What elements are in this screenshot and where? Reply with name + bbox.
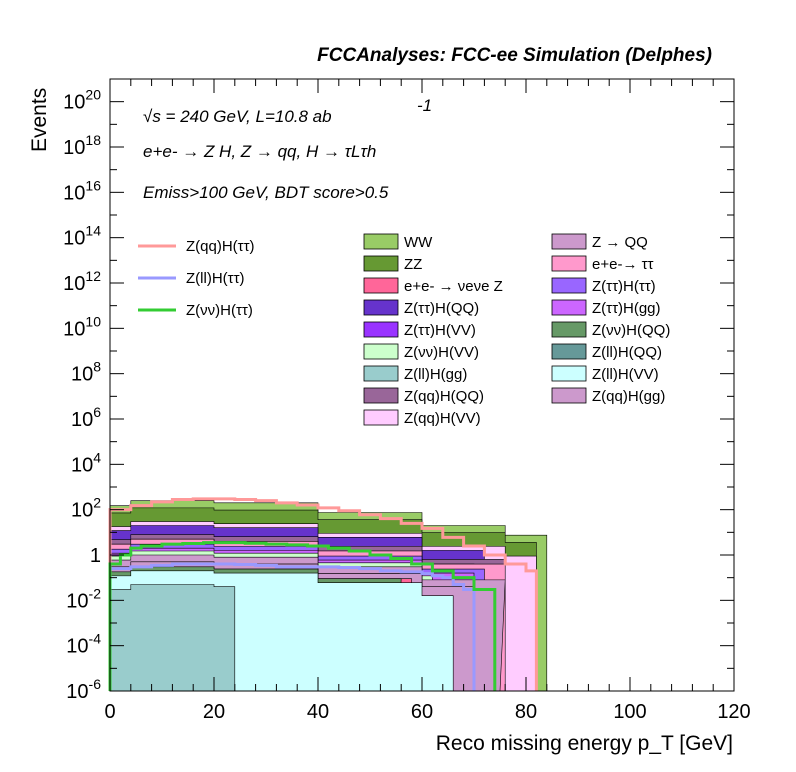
legend-fill-label: Z(ττ)H(VV) bbox=[404, 322, 476, 339]
signal-lines bbox=[108, 497, 538, 691]
legend-fill-label: Z(ττ)H(gg) bbox=[592, 300, 661, 317]
legend-line-label: Z(qq)H(ττ) bbox=[186, 238, 255, 255]
signal-legend: Z(qq)H(ττ) Z(ll)H(ττ) Z(νν)H(ττ) bbox=[138, 238, 255, 319]
annotation-cuts: Emiss>100 GeV, BDT score>0.5 bbox=[143, 183, 389, 202]
y-tick-label: 1018 bbox=[63, 132, 101, 159]
legend-fill-label: Z(ll)H(gg) bbox=[404, 366, 467, 383]
legend-fill-label: Z(νν)H(VV) bbox=[404, 344, 479, 361]
legend-fill-swatch bbox=[363, 321, 399, 338]
y-axis-label: Events bbox=[28, 88, 51, 152]
legend-fill-label: Z → QQ bbox=[592, 234, 648, 251]
legend-fill-label: Z(qq)H(gg) bbox=[592, 388, 665, 405]
y-tick-label: 1010 bbox=[63, 313, 101, 340]
y-tick-label: 108 bbox=[71, 359, 101, 386]
legend-fill-swatch bbox=[363, 299, 399, 316]
y-tick-label: 10-4 bbox=[66, 631, 101, 658]
y-tick-label: 10-2 bbox=[66, 585, 101, 612]
legend-fill-swatch bbox=[363, 233, 399, 250]
axis-ticks bbox=[109, 78, 735, 692]
legend-fill-swatch bbox=[551, 365, 587, 382]
legend-fill-swatch bbox=[363, 365, 399, 382]
legend-fill-swatch bbox=[551, 299, 587, 316]
y-tick-label: 10-6 bbox=[66, 676, 101, 703]
legend-fill-swatch bbox=[363, 409, 399, 426]
y-tick-label: 1 bbox=[90, 545, 101, 567]
y-tick-label: 104 bbox=[71, 449, 101, 476]
legend-fill-label: Z(qq)H(VV) bbox=[404, 410, 481, 427]
background-fill bbox=[109, 584, 236, 692]
legend-fill-swatch bbox=[551, 343, 587, 360]
legend-fill-label: Z(ττ)H(ττ) bbox=[592, 278, 656, 295]
legend-fill-swatch bbox=[551, 387, 587, 404]
legend-fill-label: Z(ττ)H(QQ) bbox=[404, 300, 479, 317]
y-tick-label: 1020 bbox=[63, 87, 101, 114]
x-tick-label: 100 bbox=[613, 701, 646, 723]
x-tick-label: 20 bbox=[203, 701, 225, 723]
legend-fill-swatch bbox=[363, 255, 399, 272]
y-tick-label: 102 bbox=[71, 495, 101, 522]
legend-fill-label: Z(qq)H(QQ) bbox=[404, 388, 484, 405]
legend-fill-label: ZZ bbox=[404, 256, 422, 273]
legend-fill-swatch bbox=[363, 277, 399, 294]
chart-title: FCCAnalyses: FCC-ee Simulation (Delphes) bbox=[317, 45, 712, 66]
legend-fill-label: e+e- → νeνe Z bbox=[404, 278, 503, 295]
legend-fill-label: Z(ll)H(VV) bbox=[592, 366, 659, 383]
y-tick-label: 1016 bbox=[63, 177, 101, 204]
x-tick-label: 120 bbox=[717, 701, 750, 723]
y-tick-label: 1014 bbox=[63, 223, 101, 250]
annotation-energy: √s = 240 GeV, L=10.8 ab -1 bbox=[143, 96, 432, 126]
x-tick-label: 40 bbox=[307, 701, 329, 723]
background-legend: WW ZZ e+e- → νeνe Z Z(ττ)H(QQ) Z(ττ)H(VV) Z(ν… bbox=[363, 233, 670, 427]
legend-fill-label: Z(ll)H(QQ) bbox=[592, 344, 662, 361]
y-tick-labels: 1020 1018 1016 1014 1012 1010 108 106 104 102 1 10-… bbox=[63, 87, 101, 703]
legend-fill-label: WW bbox=[404, 234, 433, 251]
legend-fill-label: Z(νν)H(QQ) bbox=[592, 322, 670, 339]
legend-line-label: Z(νν)H(ττ) bbox=[186, 302, 253, 319]
x-axis-label: Reco missing energy p_T [GeV] bbox=[436, 732, 733, 755]
legend-fill-swatch bbox=[551, 277, 587, 294]
energy-line-exponent: -1 bbox=[417, 96, 432, 115]
signal-line bbox=[108, 562, 476, 691]
signal-line bbox=[108, 541, 497, 691]
legend-fill-swatch bbox=[363, 387, 399, 404]
x-tick-label: 60 bbox=[411, 701, 433, 723]
legend-fill-label: e+e-→ ττ bbox=[592, 256, 654, 273]
legend-fill-swatch bbox=[551, 321, 587, 338]
energy-line: √s = 240 GeV, L=10.8 ab bbox=[143, 107, 332, 126]
legend-line-label: Z(ll)H(ττ) bbox=[186, 270, 245, 287]
x-tick-label: 0 bbox=[104, 701, 115, 723]
annotation-process: e+e- → Z H, Z → qq, H → τLτh bbox=[143, 142, 376, 161]
legend-fill-swatch bbox=[551, 233, 587, 250]
y-tick-label: 1012 bbox=[63, 268, 101, 295]
legend-fill-swatch bbox=[363, 343, 399, 360]
x-tick-label: 80 bbox=[515, 701, 537, 723]
legend-fill-swatch bbox=[551, 255, 587, 272]
stacked-background-fills bbox=[109, 500, 548, 692]
signal-line bbox=[108, 497, 538, 691]
y-tick-label: 106 bbox=[71, 404, 101, 431]
x-tick-labels: 0 20 40 60 80 100 120 bbox=[104, 701, 750, 723]
